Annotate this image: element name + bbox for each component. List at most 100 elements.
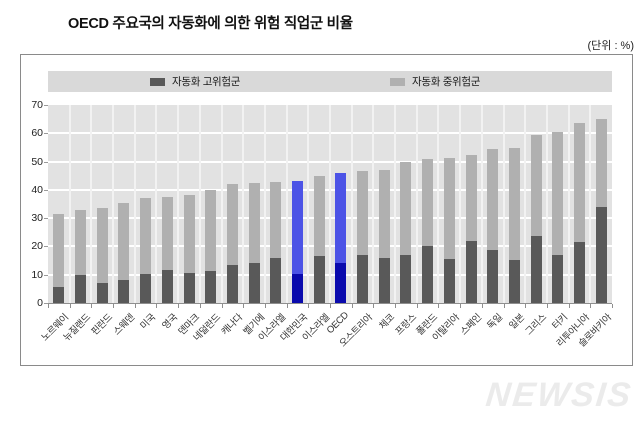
- y-tick-label-20: 20: [31, 240, 43, 253]
- bar-mid-OECD-13: [335, 172, 347, 264]
- y-tick-10: [44, 274, 48, 276]
- gridline-x-24: [567, 105, 570, 303]
- gridline-x-23: [545, 105, 548, 303]
- bar-mid-스웨덴-3: [118, 202, 130, 281]
- gridline-x-17: [415, 105, 418, 303]
- bar-high-네덜란드-7: [205, 270, 217, 303]
- bar-high-프랑스-16: [400, 255, 412, 303]
- gridline-x-8: [220, 105, 223, 303]
- y-tick-40: [44, 189, 48, 191]
- bar-mid-덴마크-6: [183, 194, 195, 273]
- x-tick-2: [91, 304, 93, 308]
- x-tick-13: [330, 304, 331, 308]
- bar-mid-독일-20: [487, 148, 499, 251]
- y-tick-label-0: 0: [37, 297, 43, 309]
- x-tick-23: [546, 304, 548, 308]
- bar-mid-뉴질랜드-1: [75, 210, 87, 275]
- y-tick-label-50: 50: [31, 155, 43, 168]
- bar-mid-미국-4: [140, 197, 152, 275]
- y-tick-60: [44, 133, 48, 135]
- gridline-x-16: [394, 105, 397, 303]
- gridline-x-18: [437, 105, 440, 303]
- bar-high-스페인-19: [465, 241, 477, 303]
- gridline-x-5: [155, 105, 158, 303]
- bar-mid-그리스-22: [530, 135, 542, 236]
- x-tick-14: [351, 304, 353, 308]
- bar-high-그리스-22: [530, 235, 542, 303]
- bar-mid-노르웨이-0: [53, 214, 65, 287]
- bar-mid-핀란드-2: [96, 207, 108, 283]
- legend: 자동화 고위험군 자동화 중위험군: [48, 71, 612, 92]
- x-tick-5: [156, 304, 158, 308]
- bar-high-대한민국-11: [291, 273, 303, 303]
- bar-mid-영국-5: [161, 196, 173, 270]
- x-tick-10: [264, 304, 266, 308]
- bar-high-덴마크-6: [183, 272, 195, 303]
- gridline-x-2: [90, 105, 93, 303]
- gridline-x-6: [177, 105, 180, 303]
- x-tick-11: [286, 304, 288, 308]
- x-tick-8: [221, 304, 223, 308]
- bar-mid-프랑스-16: [400, 162, 412, 256]
- bar-mid-리투아니아-24: [573, 122, 585, 243]
- y-tick-label-10: 10: [31, 268, 43, 281]
- bar-high-터키-23: [552, 254, 564, 303]
- bar-high-폴란드-17: [422, 246, 434, 303]
- x-tick-17: [416, 304, 418, 308]
- x-tick-18: [438, 304, 440, 308]
- gridline-x-20: [480, 105, 483, 303]
- gridline-x-9: [242, 105, 245, 303]
- x-tick-15: [373, 304, 375, 308]
- bar-mid-오스트리아-14: [357, 170, 369, 255]
- x-axis-line: [48, 303, 612, 304]
- bar-mid-대한민국-11: [291, 180, 303, 274]
- y-tick-0: [44, 303, 48, 304]
- bar-high-뉴질랜드-1: [75, 274, 87, 303]
- x-tick-3: [113, 304, 115, 308]
- x-tick-6: [178, 304, 180, 308]
- bar-mid-체코-15: [378, 169, 390, 258]
- bar-mid-슬로바키아-25: [595, 119, 607, 207]
- chart-frame: 자동화 고위험군 자동화 중위험군 0 10 20 30 40 50 60 70 노르웨이 뉴질…: [20, 54, 633, 366]
- gridline-x-15: [372, 105, 375, 303]
- bar-mid-이탈리아-18: [443, 157, 455, 259]
- bar-mid-네덜란드-7: [205, 189, 217, 271]
- bar-mid-일본-21: [508, 148, 520, 261]
- x-tick-12: [308, 304, 310, 308]
- bar-high-OECD-13: [335, 263, 347, 303]
- gridline-x-22: [524, 105, 527, 303]
- y-tick-label-30: 30: [31, 212, 43, 225]
- bar-high-일본-21: [508, 260, 520, 303]
- bar-high-독일-20: [487, 250, 499, 303]
- x-tick-19: [460, 304, 462, 308]
- x-tick-0: [48, 304, 49, 308]
- bar-mid-스페인-19: [465, 154, 477, 242]
- x-tick-20: [481, 304, 483, 308]
- x-tick-21: [503, 304, 505, 308]
- bar-high-이스라엘-12: [313, 255, 325, 303]
- y-tick-label-40: 40: [31, 183, 43, 196]
- bar-mid-터키-23: [552, 131, 564, 255]
- gridline-x-21: [502, 105, 505, 303]
- bar-high-노르웨이-0: [53, 286, 65, 303]
- gridline-x-4: [133, 105, 136, 303]
- bar-mid-폴란드-17: [422, 158, 434, 247]
- legend-item-mid-risk: 자동화 중위험군: [390, 71, 480, 92]
- bar-mid-캐나다-8: [226, 183, 238, 265]
- mid-risk-swatch-icon: [390, 77, 405, 86]
- y-tick-label-60: 60: [31, 127, 43, 140]
- x-tick-16: [395, 304, 397, 308]
- bar-high-미국-4: [140, 274, 152, 303]
- bar-high-영국-5: [161, 269, 173, 303]
- newsis-watermark-logo: NEWSIS: [483, 376, 635, 414]
- bar-high-리투아니아-24: [573, 242, 585, 303]
- x-tick-7: [199, 304, 201, 308]
- x-tick-9: [243, 304, 245, 308]
- unit-label: (단위 : %): [587, 40, 634, 52]
- chart-title: OECD 주요국의 자동화에 의한 위험 직업군 비율: [68, 16, 353, 32]
- legend-label-high: 자동화 고위험군: [172, 76, 241, 88]
- legend-item-high-risk: 자동화 고위험군: [150, 71, 240, 92]
- legend-label-mid: 자동화 중위험군: [412, 76, 481, 88]
- bar-high-핀란드-2: [96, 282, 108, 303]
